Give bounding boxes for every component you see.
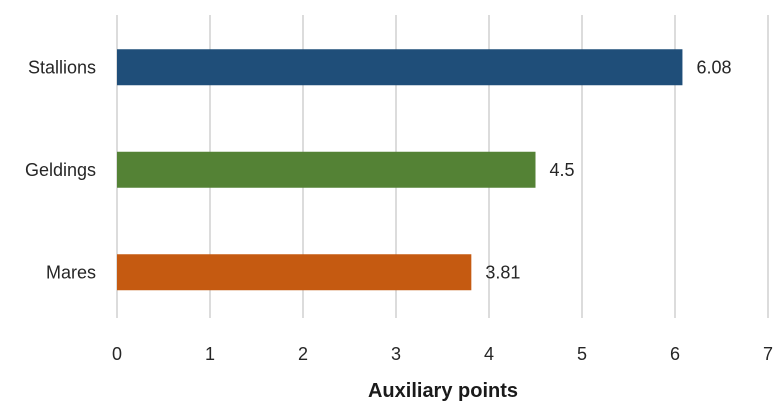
bars — [117, 49, 683, 291]
x-axis-title: Auxiliary points — [368, 380, 518, 402]
x-tick-label: 7 — [763, 344, 773, 364]
category-labels: Stallions Geldings Mares — [25, 57, 96, 282]
bar-mares — [117, 254, 472, 291]
x-tick-label: 0 — [112, 344, 122, 364]
bar-stallions — [117, 49, 683, 86]
category-label: Stallions — [28, 57, 96, 77]
value-label: 4.5 — [550, 160, 575, 180]
x-tick-label: 2 — [298, 344, 308, 364]
value-labels: 6.08 4.5 3.81 — [485, 57, 731, 282]
x-tick-label: 1 — [205, 344, 215, 364]
x-tick-label: 5 — [577, 344, 587, 364]
category-label: Geldings — [25, 160, 96, 180]
x-tick-label: 4 — [484, 344, 494, 364]
value-label: 3.81 — [485, 262, 520, 282]
x-tick-label: 3 — [391, 344, 401, 364]
x-tick-label: 6 — [670, 344, 680, 364]
category-label: Mares — [46, 262, 96, 282]
x-tick-labels: 0 1 2 3 4 5 6 7 — [112, 344, 773, 364]
bar-geldings — [117, 151, 536, 188]
value-label: 6.08 — [696, 57, 731, 77]
